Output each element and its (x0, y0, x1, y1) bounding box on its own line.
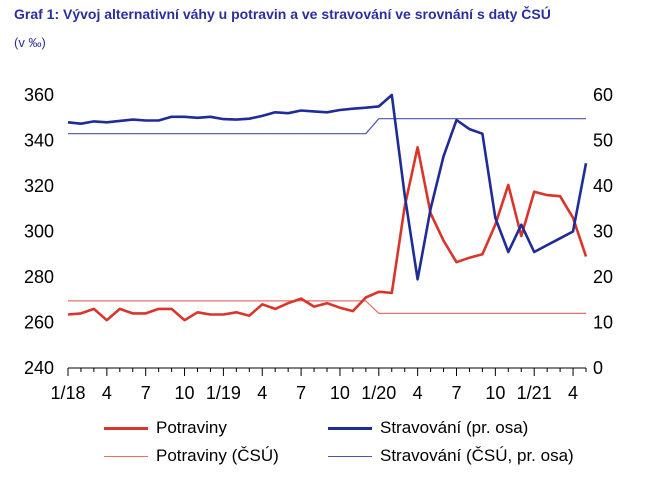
y-right-tick-label: 0 (593, 358, 603, 378)
series-line-stravovani (67, 93, 588, 281)
x-tick-label: 1/20 (361, 383, 396, 403)
legend-swatch-potraviny (104, 426, 148, 430)
line-chart: 360 340 320 300 280 260 240 60 50 40 30 20 10 0 1/18 4 7… (24, 85, 613, 403)
y-left-tick-label: 300 (24, 222, 54, 242)
x-tick-label: 4 (257, 383, 267, 403)
x-tick-label: 4 (413, 383, 423, 403)
tick-labels: 360 340 320 300 280 260 240 60 50 40 30 20 10 0 1/18 4 7… (24, 85, 613, 403)
x-tick-label: 10 (330, 383, 350, 403)
y-right-tick-label: 30 (593, 222, 613, 242)
y-left-tick-label: 260 (24, 313, 54, 333)
x-tick-label: 1/21 (517, 383, 552, 403)
y-left-tick-label: 240 (24, 358, 54, 378)
legend-label-potraviny: Potraviny (156, 418, 227, 437)
legend-label-stravovani: Stravování (pr. osa) (380, 418, 529, 437)
x-tick-label: 4 (102, 383, 112, 403)
y-right-tick-label: 20 (593, 267, 613, 287)
legend-swatch-stravovani-csu (328, 455, 372, 457)
y-right-tick-label: 40 (593, 176, 613, 196)
x-tick-label: 10 (485, 383, 505, 403)
x-tick-label: 1/18 (50, 383, 85, 403)
series-line-potraviny-csu (68, 300, 586, 314)
y-right-tick-label: 10 (593, 313, 613, 333)
x-tick-label: 4 (568, 383, 578, 403)
legend-item-stravovani-csu: Stravování (ČSÚ, pr. osa) (328, 446, 618, 466)
x-tick-label: 7 (451, 383, 461, 403)
series-line-stravovani-csu (68, 118, 586, 135)
y-right-tick-label: 50 (593, 131, 613, 151)
series-lines (67, 93, 588, 322)
legend-item-potraviny-csu: Potraviny (ČSÚ) (104, 446, 328, 466)
y-left-tick-label: 320 (24, 176, 54, 196)
x-tick-label: 7 (141, 383, 151, 403)
y-left-tick-label: 280 (24, 267, 54, 287)
legend-label-stravovani-csu: Stravování (ČSÚ, pr. osa) (380, 446, 574, 465)
y-left-tick-label: 340 (24, 131, 54, 151)
series-line-potraviny (67, 146, 588, 322)
y-left-tick-label: 360 (24, 85, 54, 105)
chart-subtitle: (v ‰) (14, 35, 46, 50)
chart-title: Graf 1: Vývoj alternativní váhy u potrav… (14, 6, 551, 22)
legend-item-stravovani: Stravování (pr. osa) (328, 418, 618, 438)
legend-swatch-stravovani (328, 426, 372, 430)
legend-label-potraviny-csu: Potraviny (ČSÚ) (156, 446, 279, 465)
axes (67, 367, 587, 376)
legend-item-potraviny: Potraviny (104, 418, 328, 438)
y-right-tick-label: 60 (593, 85, 613, 105)
x-tick-label: 1/19 (206, 383, 241, 403)
legend: Potraviny Stravování (pr. osa) Potraviny… (104, 418, 624, 466)
x-tick-label: 7 (296, 383, 306, 403)
legend-swatch-potraviny-csu (104, 455, 148, 457)
x-tick-label: 10 (175, 383, 195, 403)
